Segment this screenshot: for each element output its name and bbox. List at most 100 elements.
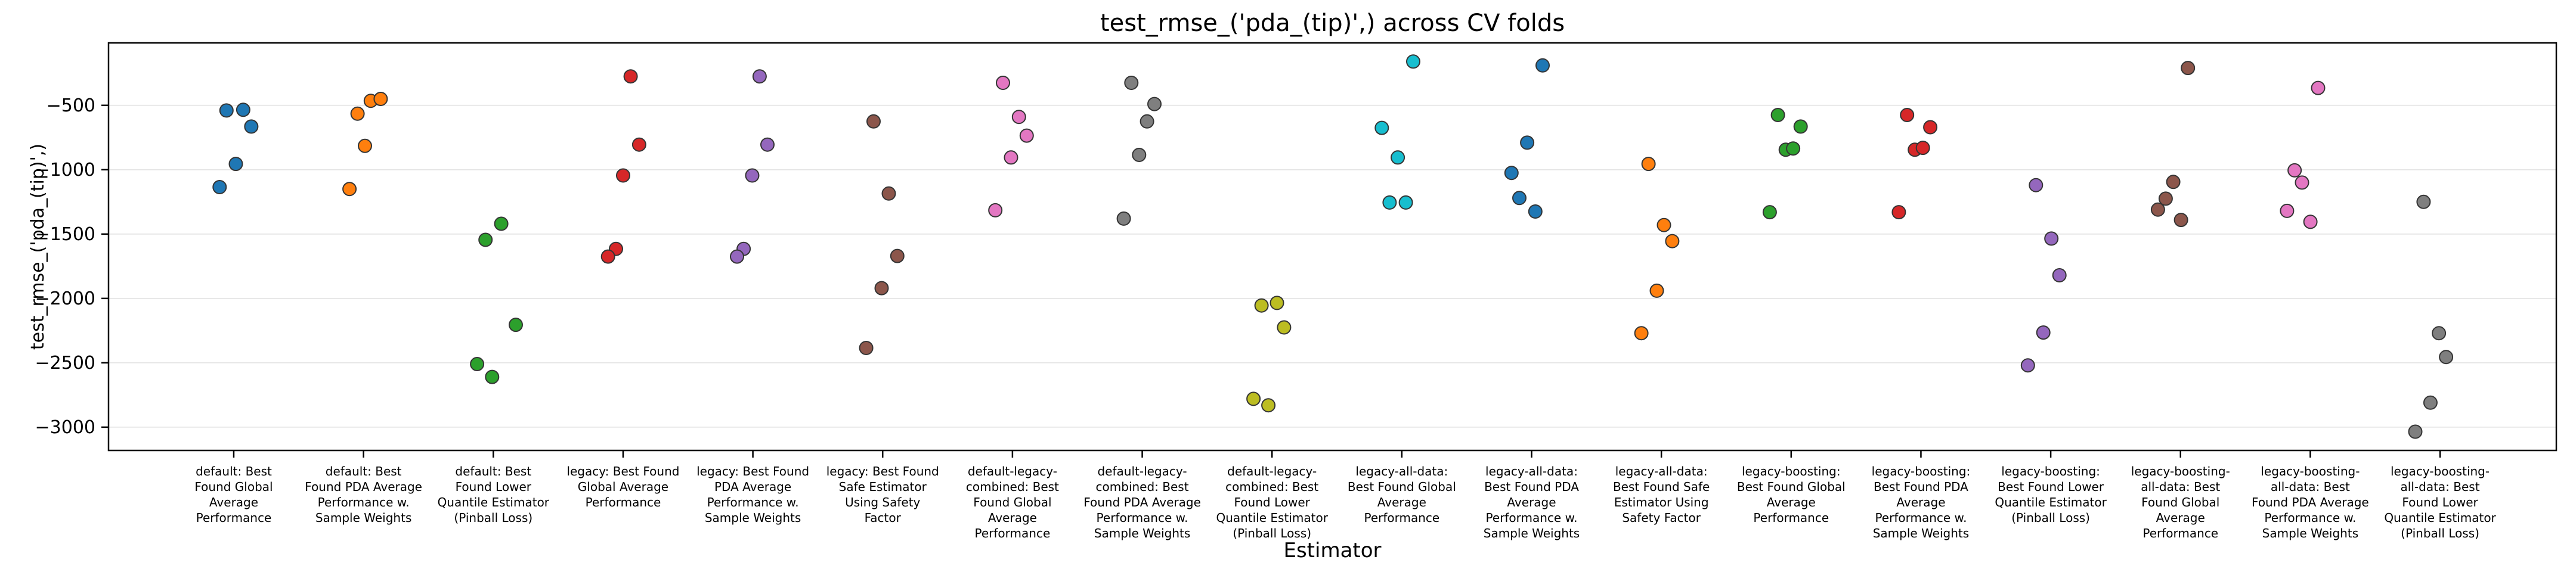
data-point [1520, 135, 1535, 150]
data-point [1140, 114, 1154, 129]
data-point [1406, 54, 1420, 69]
data-point [730, 249, 744, 264]
x-tick-label: legacy-boosting: Best Found Lower Quantile… [1995, 464, 2107, 525]
x-tick-label: legacy: Best Found Safe Estimator Using Sa… [826, 464, 939, 525]
y-tick-label: −3000 [35, 417, 95, 438]
data-point [1665, 234, 1680, 248]
data-point [874, 281, 889, 296]
data-point [1374, 120, 1389, 135]
data-point [1786, 141, 1801, 156]
x-tick-label: default-legacy-combined: Best Found PDA A… [1083, 464, 1201, 540]
data-point [1657, 217, 1671, 232]
data-point [1270, 296, 1284, 310]
data-point [470, 357, 485, 371]
data-point [2432, 326, 2447, 341]
data-point [1762, 205, 1777, 220]
data-point [752, 69, 767, 84]
data-point [509, 318, 523, 332]
x-tick-label: legacy-boosting: Best Found PDA Average Per… [1872, 464, 1971, 540]
data-point [623, 69, 638, 84]
data-point [485, 369, 500, 384]
data-point [1277, 320, 1292, 335]
data-point [881, 186, 896, 201]
x-tick-label: default: Best Found PDA Average Performanc… [305, 464, 422, 525]
data-point [1261, 398, 1276, 413]
data-point [342, 182, 357, 197]
x-tick-label: legacy-all-data: Best Found PDA Average Per… [1484, 464, 1580, 540]
x-tick-label: legacy: Best Found Global Average Performa… [566, 464, 679, 509]
data-point [212, 180, 227, 194]
data-point [2416, 194, 2431, 209]
data-point [494, 216, 509, 231]
data-point [2423, 395, 2438, 410]
data-point [2174, 213, 2188, 228]
data-point [600, 249, 615, 264]
y-tick-label: −1000 [35, 160, 95, 181]
data-point [1512, 191, 1527, 206]
data-point [760, 137, 775, 152]
data-point [228, 157, 243, 172]
x-tick-label: default-legacy-combined: Best Found Lower… [1216, 464, 1328, 540]
data-point [2166, 175, 2181, 189]
data-point [1915, 141, 1930, 156]
x-tick-label: legacy-all-data: Best Found Global Average… [1348, 464, 1456, 525]
chart-title: test_rmse_('pda_(tip)',) across CV folds [1100, 10, 1565, 37]
data-point [244, 119, 259, 134]
data-point [1504, 166, 1519, 181]
axes-spines [107, 42, 2558, 452]
x-tick-label: legacy-boosting: Best Found Global Average… [1737, 464, 1846, 525]
y-tick-label: −500 [47, 95, 95, 116]
x-tick-label: legacy-boosting-all-data: Best Found PDA … [2252, 464, 2369, 540]
data-point [478, 232, 493, 247]
data-point [1535, 58, 1550, 73]
x-tick-label: legacy-boosting-all-data: Best Found Glob… [2131, 464, 2230, 540]
data-point [2044, 231, 2059, 246]
data-point [1923, 120, 1938, 135]
data-point [1019, 128, 1034, 143]
data-point [996, 76, 1010, 90]
data-point [2295, 175, 2309, 190]
data-point [2439, 350, 2454, 365]
data-point [373, 92, 388, 106]
data-point [1132, 148, 1147, 162]
data-point [1011, 110, 1026, 125]
data-point [1891, 205, 1906, 220]
data-point [236, 102, 250, 117]
x-tick-label: legacy-boosting-all-data: Best Found Lowe… [2384, 464, 2496, 540]
data-point [859, 341, 874, 355]
y-tick-label: −2000 [35, 288, 95, 309]
data-point [2020, 358, 2035, 373]
data-point [890, 248, 905, 263]
data-point [1634, 326, 1649, 341]
data-point [2408, 424, 2423, 439]
data-point [1398, 195, 1413, 210]
data-point [616, 168, 630, 183]
data-point [2052, 268, 2067, 282]
data-point [1649, 283, 1664, 298]
data-point [745, 168, 760, 183]
data-point [1116, 211, 1131, 226]
data-point [1641, 157, 1656, 172]
data-point [1254, 298, 1269, 313]
x-axis-title: Estimator [1283, 539, 1382, 562]
data-point [219, 103, 234, 118]
x-tick-label: default-legacy-combined: Best Found Globa… [966, 464, 1059, 540]
data-point [350, 106, 365, 121]
data-point [2303, 214, 2318, 229]
data-point [1124, 76, 1139, 90]
data-point [988, 203, 1003, 217]
x-tick-label: legacy: Best Found PDA Average Performance… [696, 464, 809, 525]
data-point [1391, 150, 1405, 165]
data-point [1246, 391, 1261, 406]
data-point [2158, 191, 2173, 206]
data-point [1528, 204, 1543, 219]
data-point [2036, 325, 2051, 340]
data-point [1900, 108, 1915, 122]
data-point [1147, 97, 1162, 111]
data-point [2029, 178, 2044, 192]
x-tick-label: default: Best Found Global Average Performa… [194, 464, 273, 525]
data-point [1004, 150, 1018, 165]
x-tick-label: legacy-all-data: Best Found Safe Estimator… [1613, 464, 1710, 525]
